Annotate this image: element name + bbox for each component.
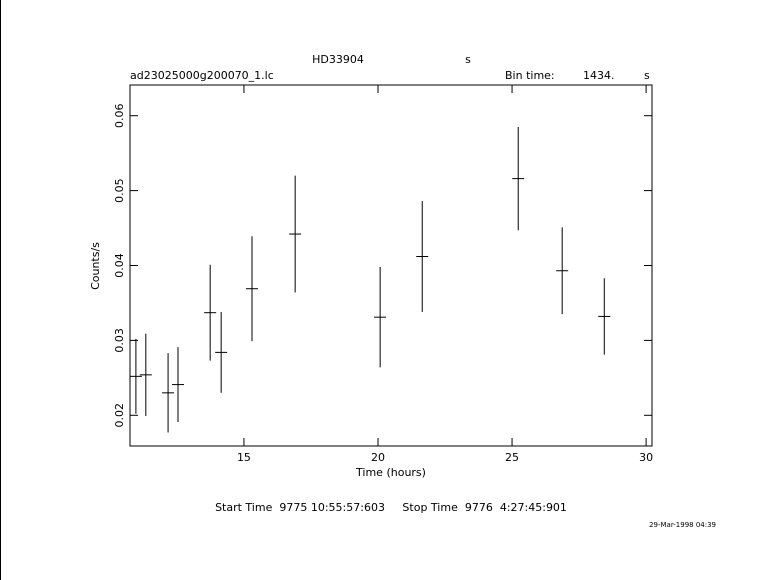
x-axis-label: Time (hours) <box>355 466 426 479</box>
plot-frame <box>129 84 653 447</box>
y-tick-label: 0.02 <box>113 403 126 428</box>
x-tick-label: 20 <box>371 451 385 464</box>
x-tick-label: 30 <box>639 451 653 464</box>
y-tick-label: 0.04 <box>113 253 126 278</box>
y-tick-label: 0.03 <box>113 328 126 353</box>
x-tick-label: 25 <box>505 451 519 464</box>
y-tick-label: 0.05 <box>113 178 126 203</box>
bin-time-label: Bin time: <box>505 69 555 82</box>
footer: Start Time 9775 10:55:57:603 Stop Time 9… <box>215 501 567 514</box>
title-unit: s <box>465 53 471 66</box>
bin-time: 1434. <box>583 69 615 82</box>
file-name: ad23025000g200070_1.lc <box>130 69 274 82</box>
x-tick-label: 15 <box>237 451 251 464</box>
chart-title: HD33904 <box>312 53 364 66</box>
date-stamp: 29-Mar-1998 04:39 <box>649 521 716 529</box>
bin-time-unit: s <box>644 69 650 82</box>
y-tick-label: 0.06 <box>113 103 126 128</box>
y-axis-label: Counts/s <box>89 242 102 290</box>
